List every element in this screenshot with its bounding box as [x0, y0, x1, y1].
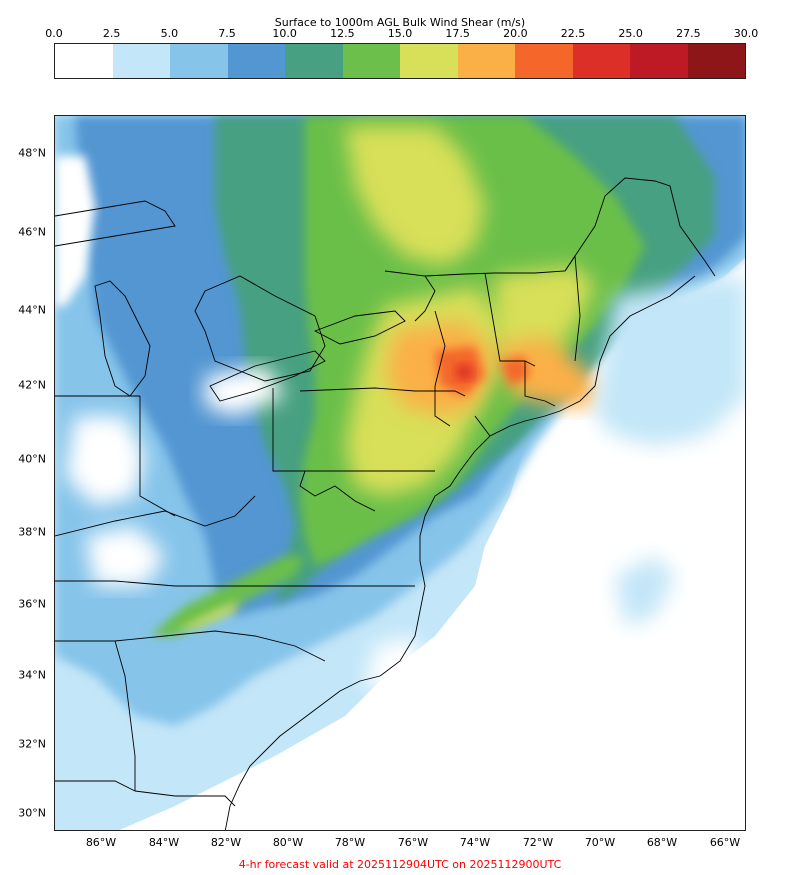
- colorbar-tick-label: 27.5: [676, 27, 701, 40]
- latitude-label: 44°N: [18, 303, 46, 317]
- latitude-label: 32°N: [18, 737, 46, 751]
- map-panel: [54, 115, 746, 831]
- colorbar-tick-label: 0.0: [45, 27, 63, 40]
- colorbar-tick-label: 22.5: [560, 27, 586, 40]
- colorbar-segment: [285, 44, 343, 78]
- longitude-label: 66°W: [709, 836, 741, 849]
- colorbar-segment: [227, 44, 285, 78]
- latitude-label: 30°N: [18, 806, 46, 820]
- longitude-label: 84°W: [148, 836, 180, 849]
- longitude-label: 76°W: [397, 836, 429, 849]
- colorbar-segment: [112, 44, 170, 78]
- latitude-label: 36°N: [18, 597, 46, 611]
- latitude-label: 48°N: [18, 146, 46, 160]
- longitude-label: 82°W: [210, 836, 242, 849]
- colorbar-tick-label: 15.0: [387, 27, 413, 40]
- longitude-label: 68°W: [646, 836, 678, 849]
- colorbar-segment: [572, 44, 630, 78]
- colorbar-segment: [687, 44, 745, 78]
- colorbar-tick-label: 17.5: [445, 27, 470, 40]
- colorbar-segment: [55, 44, 113, 78]
- colorbar-segment: [342, 44, 400, 78]
- latitude-label: 42°N: [18, 378, 46, 392]
- colorbar-ticks: 0.0 2.5 5.0 7.5 10.0 12.5 15.0 17.5 20.0 22.5 25.0…: [0, 27, 800, 41]
- latitude-label: 40°N: [18, 452, 46, 466]
- colorbar-segment: [515, 44, 573, 78]
- colorbar-tick-label: 2.5: [102, 27, 121, 40]
- longitude-label: 74°W: [459, 836, 491, 849]
- colorbar-title: Surface to 1000m AGL Bulk Wind Shear (m/…: [274, 16, 526, 29]
- colorbar-tick-label: 12.5: [330, 27, 355, 40]
- map-graphic: [55, 116, 745, 830]
- longitude-label: 70°W: [584, 836, 616, 849]
- colorbar-tick-label: 25.0: [618, 27, 643, 40]
- colorbar-segment: [630, 44, 688, 78]
- colorbar-tick-label: 7.5: [218, 27, 236, 40]
- colorbar-segment: [400, 44, 458, 78]
- colorbar-segment: [457, 44, 515, 78]
- forecast-footer: 4-hr forecast valid at 2025112904UTC on …: [238, 858, 562, 871]
- wind-shear-field: [55, 116, 745, 830]
- colorbar-tick-label: 20.0: [503, 27, 528, 40]
- longitude-label: 78°W: [334, 836, 366, 849]
- longitude-label: 80°W: [272, 836, 304, 849]
- geographic-boundaries: [55, 177, 716, 830]
- latitude-label: 34°N: [18, 668, 46, 682]
- colorbar-tick-label: 10.0: [272, 27, 297, 40]
- longitude-label: 86°W: [85, 836, 117, 849]
- latitude-label: 38°N: [18, 525, 46, 539]
- longitude-label: 72°W: [522, 836, 554, 849]
- latitude-label: 46°N: [18, 225, 46, 239]
- colorbar: [54, 43, 746, 79]
- colorbar-tick-label: 5.0: [160, 27, 179, 40]
- colorbar-tick-label: 30.0: [733, 27, 759, 40]
- colorbar-segment: [170, 44, 228, 78]
